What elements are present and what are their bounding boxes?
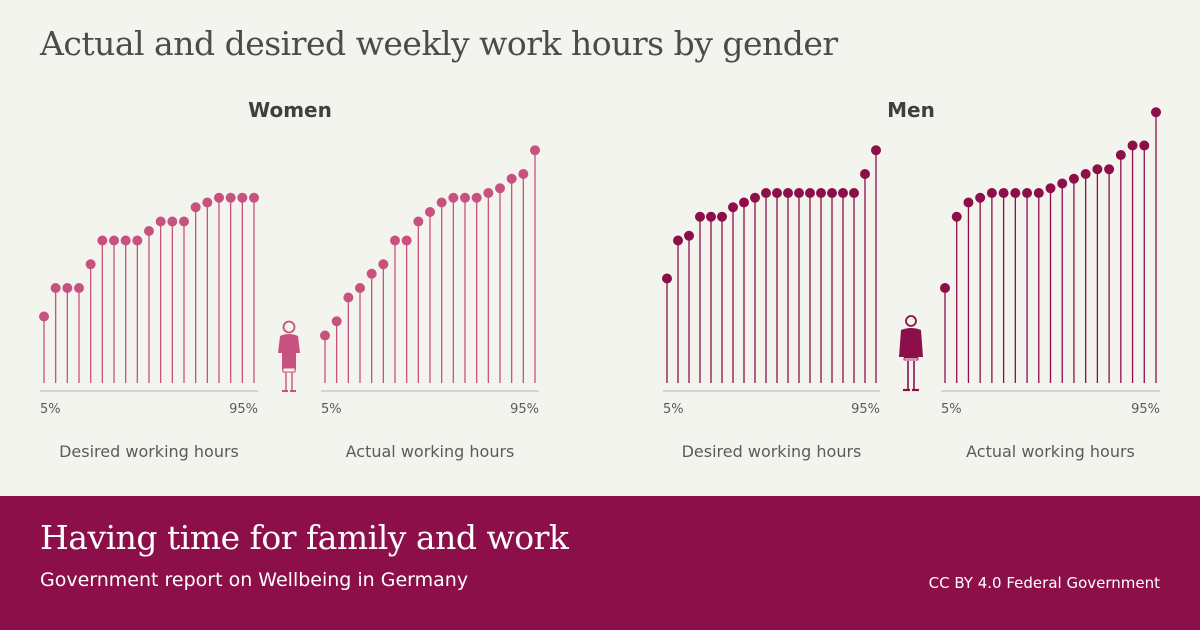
footer-banner: Having time for family and work Governme… bbox=[0, 496, 1200, 630]
data-point bbox=[695, 211, 705, 222]
tick-label: 95% bbox=[510, 402, 539, 417]
data-point bbox=[378, 259, 389, 270]
data-point bbox=[717, 211, 727, 222]
data-point bbox=[1139, 140, 1150, 151]
data-point bbox=[1080, 169, 1091, 179]
data-point bbox=[794, 188, 804, 198]
data-point bbox=[1115, 150, 1126, 160]
data-point bbox=[85, 259, 96, 270]
data-point bbox=[448, 192, 459, 203]
tick-label: 95% bbox=[229, 402, 258, 417]
data-point bbox=[225, 192, 236, 203]
data-point bbox=[495, 183, 505, 194]
data-point bbox=[783, 188, 793, 198]
data-point bbox=[471, 192, 482, 203]
data-point bbox=[179, 216, 189, 227]
data-point bbox=[202, 197, 213, 208]
data-point bbox=[706, 211, 716, 222]
group-title-women: Women bbox=[248, 98, 332, 122]
data-point bbox=[97, 235, 108, 246]
data-point bbox=[518, 169, 529, 179]
data-point bbox=[1068, 173, 1079, 184]
data-point bbox=[998, 188, 1009, 198]
data-point bbox=[343, 292, 354, 303]
data-point bbox=[1045, 183, 1056, 194]
data-point bbox=[739, 197, 749, 208]
data-point bbox=[249, 192, 259, 203]
data-point bbox=[750, 192, 760, 203]
data-point bbox=[155, 216, 166, 227]
data-point bbox=[460, 192, 470, 203]
data-point bbox=[390, 235, 400, 246]
x-axis-label: Actual working hours bbox=[966, 442, 1135, 461]
data-point bbox=[1010, 188, 1021, 198]
data-point bbox=[1092, 164, 1103, 175]
data-point bbox=[144, 226, 154, 236]
tick-label: 5% bbox=[941, 402, 962, 417]
x-axis-label: Desired working hours bbox=[682, 442, 862, 461]
x-axis-label: Desired working hours bbox=[59, 442, 239, 461]
data-point bbox=[190, 202, 201, 213]
data-point bbox=[761, 188, 771, 198]
data-point bbox=[849, 188, 859, 198]
data-point bbox=[506, 173, 517, 184]
data-point bbox=[1104, 164, 1115, 175]
group-title-men: Men bbox=[887, 98, 935, 122]
data-point bbox=[167, 216, 178, 227]
man-icon bbox=[899, 315, 923, 392]
data-point bbox=[320, 330, 330, 341]
data-point bbox=[1127, 140, 1138, 151]
tick-label: 5% bbox=[663, 402, 684, 417]
data-point bbox=[413, 216, 424, 227]
data-point bbox=[816, 188, 826, 198]
data-point bbox=[120, 235, 131, 246]
data-point bbox=[366, 268, 377, 279]
tick-label: 95% bbox=[1131, 402, 1160, 417]
x-axis-label: Actual working hours bbox=[346, 442, 515, 461]
lollipop-charts: 5% 95% Desired working hours 5% 95% Actual wo… bbox=[39, 107, 1161, 461]
data-point bbox=[331, 316, 342, 327]
data-point bbox=[805, 188, 815, 198]
data-point bbox=[963, 197, 974, 208]
tick-label: 5% bbox=[40, 402, 61, 417]
data-point bbox=[62, 283, 73, 293]
data-point bbox=[50, 283, 61, 293]
data-point bbox=[1057, 178, 1068, 189]
data-point bbox=[109, 235, 119, 246]
data-point bbox=[827, 188, 837, 198]
data-point bbox=[436, 197, 447, 208]
data-point bbox=[530, 145, 540, 156]
tick-label: 5% bbox=[321, 402, 342, 417]
data-point bbox=[1022, 188, 1033, 198]
data-point bbox=[684, 230, 694, 241]
data-point bbox=[1033, 188, 1044, 198]
data-point bbox=[483, 188, 494, 198]
footer-subtitle: Government report on Wellbeing in German… bbox=[40, 569, 469, 591]
data-point bbox=[772, 188, 782, 198]
data-point bbox=[975, 192, 986, 203]
footer-credit: CC BY 4.0 Federal Government bbox=[928, 574, 1160, 592]
data-point bbox=[401, 235, 412, 246]
data-point bbox=[662, 273, 672, 284]
tick-label: 95% bbox=[851, 402, 880, 417]
data-point bbox=[355, 283, 365, 293]
data-point bbox=[237, 192, 248, 203]
data-point bbox=[425, 207, 435, 217]
data-point bbox=[860, 169, 870, 179]
footer-title: Having time for family and work bbox=[40, 518, 569, 557]
data-point bbox=[1151, 107, 1161, 118]
woman-icon bbox=[278, 320, 300, 392]
data-point bbox=[39, 311, 49, 322]
data-point bbox=[74, 283, 84, 293]
data-point bbox=[871, 145, 881, 156]
data-point bbox=[838, 188, 848, 198]
chart-title: Actual and desired weekly work hours by … bbox=[40, 24, 838, 63]
data-point bbox=[951, 211, 962, 222]
data-point bbox=[132, 235, 143, 246]
data-point bbox=[940, 283, 950, 293]
data-point bbox=[728, 202, 738, 213]
data-point bbox=[214, 192, 224, 203]
data-point bbox=[986, 188, 997, 198]
data-point bbox=[673, 235, 683, 246]
